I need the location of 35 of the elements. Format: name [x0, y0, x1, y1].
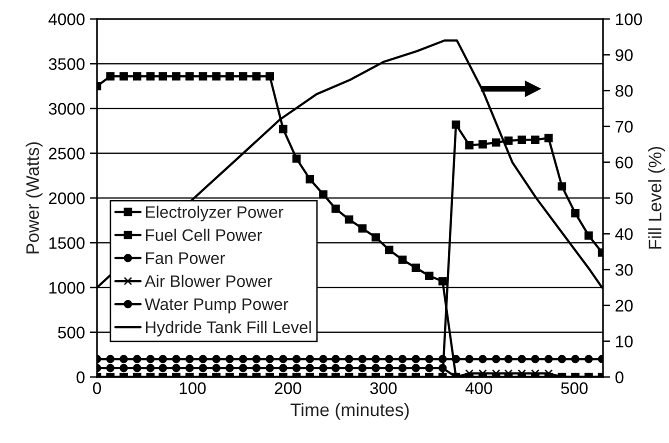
y2-axis-title: Fill Level (%) — [648, 146, 665, 249]
y2-tick-label: 40 — [615, 228, 633, 240]
x-tick-label: 500 — [561, 382, 588, 394]
x-axis-title: Time (minutes) — [290, 402, 409, 420]
legend-label: Electrolyzer Power — [146, 206, 284, 222]
x-tick-label: 0 — [93, 382, 101, 394]
legend-label: Fan Power — [146, 252, 225, 264]
legend-label: Hydride Tank Fill Level — [146, 320, 311, 336]
y2-tick-label: 0 — [615, 371, 624, 384]
y-tick-label: 3000 — [48, 102, 85, 115]
x-tick-label: 200 — [274, 382, 302, 394]
y-tick-label: 4000 — [48, 13, 85, 26]
y2-tick-label: 60 — [616, 156, 633, 168]
x-tick-label: 300 — [370, 382, 397, 394]
legend-label: Air Blower Power — [144, 274, 272, 288]
y-tick-label: 1500 — [49, 237, 85, 249]
y-tick-label: 2000 — [48, 192, 85, 204]
y-tick-label: 1000 — [49, 282, 85, 294]
y-tick-label: 500 — [58, 326, 85, 338]
y-tick-label: 0 — [76, 371, 85, 384]
legend-label: Water Pump Power — [144, 298, 288, 314]
x-tick-label: 100 — [180, 382, 206, 394]
y2-tick-label: 70 — [616, 120, 633, 133]
y-tick-label: 2500 — [48, 148, 85, 160]
x-tick-label: 400 — [465, 382, 492, 394]
y2-tick-label: 20 — [616, 300, 633, 312]
y2-tick-label: 90 — [616, 49, 633, 62]
y2-tick-label: 50 — [615, 192, 633, 204]
y2-tick-label: 30 — [615, 264, 633, 276]
y-axis-title: Power (Watts) — [26, 142, 43, 254]
y2-tick-label: 10 — [616, 336, 633, 348]
y2-tick-label: 100 — [616, 13, 642, 26]
y-tick-label: 3500 — [48, 58, 85, 70]
y2-tick-label: 80 — [616, 85, 633, 97]
legend-label: Fuel Cell Power — [146, 228, 262, 242]
